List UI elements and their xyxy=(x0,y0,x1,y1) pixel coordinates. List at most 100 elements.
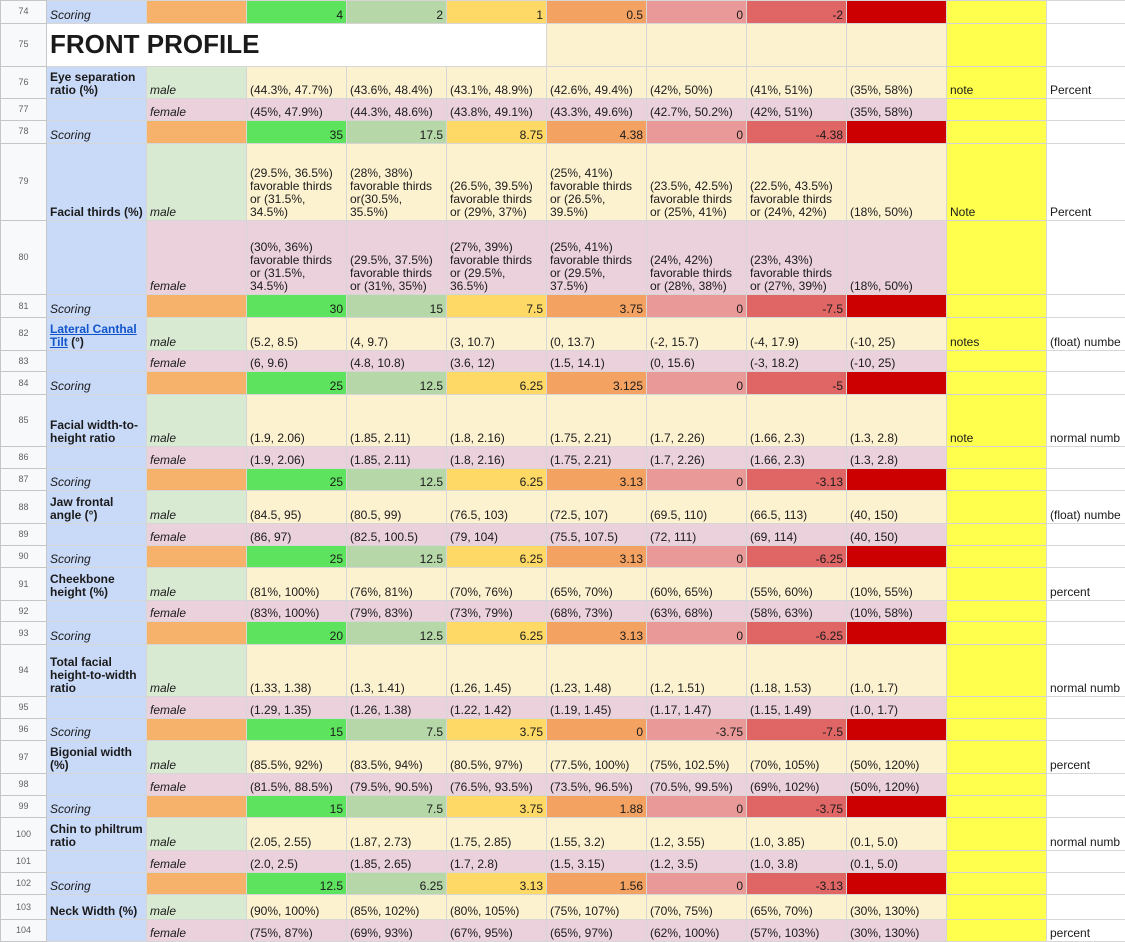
range-cell[interactable]: (65%, 70%) xyxy=(746,894,847,921)
unit-cell[interactable] xyxy=(1046,850,1125,873)
range-cell[interactable]: (30%, 130%) xyxy=(846,894,947,921)
range-cell[interactable]: (1.2, 1.51) xyxy=(646,644,747,698)
range-cell[interactable]: (29.5%, 36.5%) favorable thirds or (31.5… xyxy=(246,142,347,221)
range-cell[interactable]: (4.8, 10.8) xyxy=(346,349,447,373)
note-cell[interactable] xyxy=(946,490,1047,525)
range-cell[interactable]: (1.66, 2.3) xyxy=(746,393,847,448)
score-cell[interactable]: 0 xyxy=(646,794,747,819)
range-cell[interactable]: (85.5%, 92%) xyxy=(246,740,347,775)
note-cell[interactable] xyxy=(946,696,1047,719)
range-cell[interactable]: (1.29, 1.35) xyxy=(246,696,347,719)
range-cell[interactable]: (75.5, 107.5) xyxy=(546,523,647,546)
score-cell[interactable]: 12.5 xyxy=(346,544,447,569)
range-cell[interactable]: (1.22, 1.42) xyxy=(446,696,547,719)
range-cell[interactable]: (18%, 50%) xyxy=(846,219,947,296)
row-number[interactable]: 92 xyxy=(0,599,47,623)
score-cell[interactable]: 17.5 xyxy=(346,119,447,144)
row-number[interactable]: 90 xyxy=(0,544,47,569)
score-cell[interactable]: 0 xyxy=(646,371,747,395)
unit-cell[interactable]: percent xyxy=(1046,740,1125,775)
scoring-sex-cell[interactable] xyxy=(146,794,247,819)
unit-cell[interactable] xyxy=(1046,119,1125,144)
metric-label[interactable]: Lateral Canthal Tilt (°) xyxy=(46,317,147,351)
score-cell[interactable]: -6.25 xyxy=(746,621,847,646)
row-number[interactable]: 80 xyxy=(0,219,47,296)
range-cell[interactable]: (1.75, 2.21) xyxy=(546,446,647,469)
range-cell[interactable]: (28%, 38%) favorable thirds or(30.5%, 35… xyxy=(346,142,447,221)
unit-cell[interactable] xyxy=(1046,446,1125,469)
score-cell[interactable]: -12.5 xyxy=(846,621,947,646)
range-cell[interactable]: (83%, 100%) xyxy=(246,599,347,623)
range-cell[interactable]: (69.5, 110) xyxy=(646,490,747,525)
row-number[interactable]: 74 xyxy=(0,0,47,24)
score-cell[interactable]: 3.75 xyxy=(446,794,547,819)
score-cell[interactable]: 0 xyxy=(646,294,747,318)
score-cell[interactable]: -15 xyxy=(846,294,947,318)
range-cell[interactable]: (0, 15.6) xyxy=(646,349,747,373)
score-cell[interactable]: 7.5 xyxy=(346,794,447,819)
unit-cell[interactable] xyxy=(1046,599,1125,623)
unit-cell[interactable] xyxy=(1046,0,1125,24)
row-number[interactable]: 87 xyxy=(0,467,47,492)
note-cell[interactable] xyxy=(946,98,1047,121)
row-number[interactable]: 101 xyxy=(0,850,47,873)
range-cell[interactable]: (73.5%, 96.5%) xyxy=(546,773,647,796)
range-cell[interactable]: (42.6%, 49.4%) xyxy=(546,65,647,100)
scoring-sex-cell[interactable] xyxy=(146,371,247,395)
range-cell[interactable]: (1.85, 2.65) xyxy=(346,850,447,873)
scoring-sex-cell[interactable] xyxy=(146,544,247,569)
range-cell[interactable]: (63%, 68%) xyxy=(646,599,747,623)
range-cell[interactable]: (25%, 41%) favorable thirds or (26.5%, 3… xyxy=(546,142,647,221)
range-cell[interactable]: (1.33, 1.38) xyxy=(246,644,347,698)
note-cell[interactable] xyxy=(946,644,1047,698)
range-cell[interactable]: (40, 150) xyxy=(846,523,947,546)
score-cell[interactable]: 6.25 xyxy=(446,371,547,395)
score-cell[interactable]: -6.25 xyxy=(846,467,947,492)
score-cell[interactable]: 3.125 xyxy=(546,371,647,395)
range-cell[interactable]: (73%, 79%) xyxy=(446,599,547,623)
row-number[interactable]: 97 xyxy=(0,740,47,775)
score-cell[interactable]: 25 xyxy=(246,371,347,395)
range-cell[interactable]: (1.0, 1.7) xyxy=(846,696,947,719)
range-cell[interactable]: (70.5%, 99.5%) xyxy=(646,773,747,796)
range-cell[interactable]: (50%, 120%) xyxy=(846,740,947,775)
range-cell[interactable]: (42%, 51%) xyxy=(746,98,847,121)
unit-cell[interactable] xyxy=(1046,523,1125,546)
unit-cell[interactable] xyxy=(1046,219,1125,296)
range-cell[interactable]: (1.66, 2.3) xyxy=(746,446,847,469)
row-number[interactable]: 75 xyxy=(0,22,47,67)
score-cell[interactable]: -3.13 xyxy=(746,467,847,492)
row-number[interactable]: 82 xyxy=(0,317,47,351)
score-cell[interactable]: 0 xyxy=(646,467,747,492)
score-cell[interactable]: 2 xyxy=(346,0,447,24)
unit-cell[interactable] xyxy=(1046,371,1125,395)
note-cell[interactable] xyxy=(946,446,1047,469)
range-cell[interactable]: (79%, 83%) xyxy=(346,599,447,623)
range-cell[interactable]: (43.6%, 48.4%) xyxy=(346,65,447,100)
row-number[interactable]: 76 xyxy=(0,65,47,100)
note-cell[interactable] xyxy=(946,621,1047,646)
range-cell[interactable]: (1.0, 3.85) xyxy=(746,817,847,852)
score-cell[interactable]: 1 xyxy=(446,0,547,24)
range-cell[interactable]: (29.5%, 37.5%) favorable thirds or (31%,… xyxy=(346,219,447,296)
row-number[interactable]: 96 xyxy=(0,717,47,742)
range-cell[interactable]: (23%, 43%) favorable thirds or (27%, 39%… xyxy=(746,219,847,296)
row-number[interactable]: 84 xyxy=(0,371,47,395)
scoring-sex-cell[interactable] xyxy=(146,871,247,896)
score-cell[interactable]: 6.25 xyxy=(446,467,547,492)
range-cell[interactable]: (55%, 60%) xyxy=(746,567,847,601)
unit-cell[interactable]: normal numb xyxy=(1046,393,1125,448)
unit-cell[interactable] xyxy=(1046,794,1125,819)
note-cell[interactable] xyxy=(946,22,1047,67)
range-cell[interactable]: (69%, 93%) xyxy=(346,919,447,942)
range-cell[interactable]: (5.2, 8.5) xyxy=(246,317,347,351)
range-cell[interactable]: (10%, 58%) xyxy=(846,599,947,623)
range-cell[interactable]: (10%, 55%) xyxy=(846,567,947,601)
range-cell[interactable]: (80.5, 99) xyxy=(346,490,447,525)
note-cell[interactable] xyxy=(946,0,1047,24)
score-cell[interactable]: 8.75 xyxy=(446,119,547,144)
range-cell[interactable]: (1.2, 3.55) xyxy=(646,817,747,852)
range-cell[interactable]: (27%, 39%) favorable thirds or (29.5%, 3… xyxy=(446,219,547,296)
row-number[interactable]: 95 xyxy=(0,696,47,719)
unit-cell[interactable]: percent xyxy=(1046,919,1125,942)
